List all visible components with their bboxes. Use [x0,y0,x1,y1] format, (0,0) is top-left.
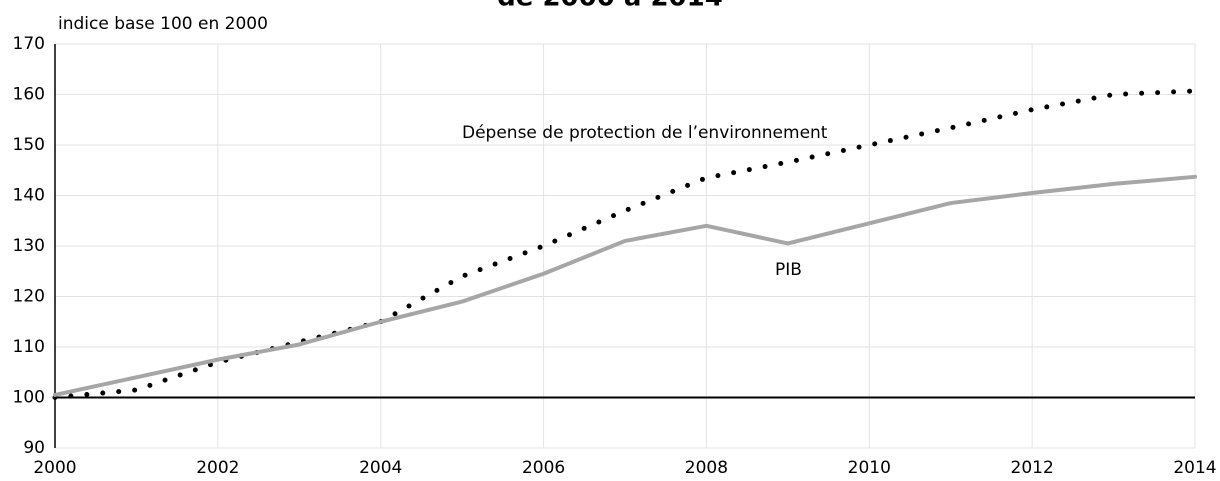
series-label: PIB [775,260,802,280]
y-tick-label: 120 [13,287,45,307]
y-tick-label: 170 [13,34,45,54]
y-tick-label: 160 [13,85,45,105]
x-tick-label: 2008 [685,458,728,478]
y-tick-label: 110 [13,337,45,357]
y-tick-label: 100 [13,388,45,408]
x-tick-label: 2006 [522,458,565,478]
y-axis-label: indice base 100 en 2000 [58,14,268,34]
y-tick-label: 130 [13,236,45,256]
x-tick-label: 2012 [1011,458,1054,478]
y-tick-label: 150 [13,135,45,155]
x-tick-label: 2014 [1173,458,1216,478]
x-tick-label: 2010 [848,458,891,478]
y-tick-label: 90 [23,438,45,458]
y-tick-label: 140 [13,186,45,206]
series-label: Dépense de protection de l’environnement [462,123,828,143]
x-tick-label: 2002 [196,458,239,478]
chart-title: de 2000 à 2014 [497,0,723,13]
x-tick-label: 2004 [359,458,402,478]
x-tick-label: 2000 [33,458,76,478]
series-line [53,174,1197,397]
